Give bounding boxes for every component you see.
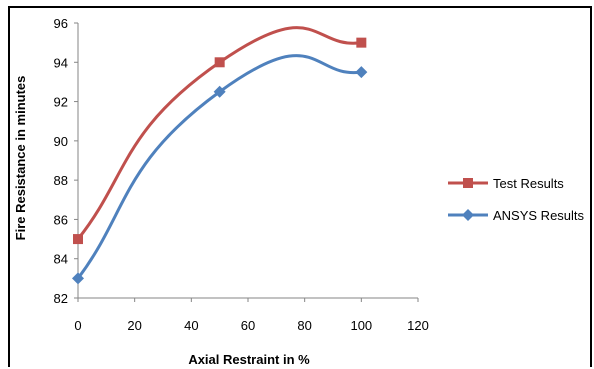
y-tick-label: 94 xyxy=(54,55,68,70)
y-tick-label: 88 xyxy=(54,173,68,188)
legend-label: ANSYS Results xyxy=(493,208,585,223)
data-point xyxy=(213,85,226,98)
y-tick-label: 86 xyxy=(54,212,68,227)
x-tick-label: 20 xyxy=(127,318,141,333)
series-ansys-results xyxy=(72,54,368,285)
axes xyxy=(74,22,419,302)
x-tick-label: 60 xyxy=(241,318,255,333)
x-tick-labels: 0 20 40 60 80 100 120 xyxy=(74,318,428,333)
chart-frame xyxy=(8,6,592,367)
x-tick-label: 40 xyxy=(184,318,198,333)
legend: Test Results ANSYS Results xyxy=(448,176,585,223)
y-tick-label: 90 xyxy=(54,134,68,149)
y-tick-labels: 82 84 86 88 90 92 94 96 xyxy=(54,16,68,306)
x-tick-label: 120 xyxy=(407,318,429,333)
series-test-results xyxy=(73,26,367,245)
data-point xyxy=(72,272,84,285)
y-tick-label: 82 xyxy=(54,291,68,306)
series-group xyxy=(72,26,368,285)
data-point xyxy=(214,57,225,68)
x-tick-label: 100 xyxy=(350,318,372,333)
legend-marker xyxy=(462,209,474,221)
data-point xyxy=(355,66,368,79)
legend-label: Test Results xyxy=(493,176,564,191)
y-tick-label: 96 xyxy=(54,16,68,31)
x-axis-title: Axial Restraint in % xyxy=(188,352,310,367)
legend-marker xyxy=(463,178,473,188)
data-point xyxy=(356,37,367,48)
y-axis-title: Fire Resistance in minutes xyxy=(13,76,28,241)
data-point xyxy=(73,234,83,245)
x-tick-label: 80 xyxy=(297,318,311,333)
x-tick-label: 0 xyxy=(74,318,81,333)
y-tick-label: 92 xyxy=(54,95,68,110)
y-tick-label: 84 xyxy=(54,252,68,267)
